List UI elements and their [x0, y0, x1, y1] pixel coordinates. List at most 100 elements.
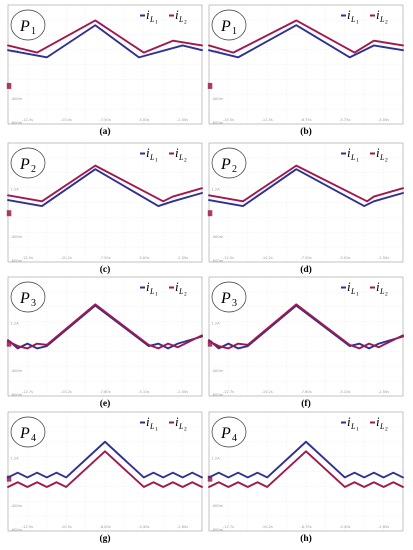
series-iL1-line [208, 168, 404, 208]
x-tick-label: -12.7s [223, 525, 234, 529]
iL2-legend-symbol: i [376, 7, 380, 22]
iL2-legend-index: 2 [184, 427, 187, 433]
iL2-legend-symbol: i [376, 145, 380, 160]
x-tick-label: -7.50s [99, 256, 110, 260]
iL2-legend-symbol: i [376, 414, 380, 429]
y-tick-label: -400m [212, 235, 224, 239]
iL1-legend-symbol: i [146, 414, 150, 429]
y-tick-label: -600m [11, 121, 23, 125]
phase-label-subscript: 3 [31, 298, 36, 309]
phase-label: P [220, 290, 231, 307]
x-tick-label: -10.2s [61, 256, 72, 260]
panel-caption: (f) [301, 399, 311, 409]
x-tick-label: -8.70s [300, 525, 311, 529]
scope-plot: 1.2A-400m-600m-12.5s -10.0s -7.50s -5.00s -2… [6, 4, 203, 125]
iL1-legend-index: 1 [356, 427, 359, 433]
y-tick-label: 1.2A [212, 322, 221, 326]
iL1-legend-index: 1 [155, 427, 158, 433]
y-tick-label: -600m [11, 259, 23, 263]
iL2-legend-index: 2 [385, 20, 388, 26]
series-iL2-line [7, 303, 203, 350]
x-tick-label: -8.00s [99, 525, 110, 529]
x-tick-label: -7.80s [300, 390, 311, 394]
series-iL2-line [7, 164, 203, 203]
x-tick-label: -12.5s [22, 256, 33, 260]
scope-plot: 1.2A -400m -600m-12.5s -10.5s -8.00s -5.40s -2… [6, 411, 203, 532]
phase-label: P [19, 425, 30, 442]
phase-label: P [19, 290, 30, 307]
ground-marker [6, 82, 12, 89]
iL2-legend-subscript: L [379, 287, 385, 296]
phase-label-circle [10, 281, 46, 313]
iL2-legend-symbol: i [376, 279, 380, 294]
phase-label-circle [211, 147, 247, 179]
iL2-legend-subscript: L [178, 422, 184, 431]
x-tick-label: -15.5s [223, 118, 234, 122]
series-iL2-line [208, 19, 404, 54]
series-iL1-line [208, 440, 404, 479]
x-tick-label: -12.5s [22, 118, 33, 122]
iL2-legend-subscript: L [379, 153, 385, 162]
iL1-legend-symbol: i [347, 7, 351, 22]
phase-label-circle [10, 416, 46, 448]
y-tick-label: -400m [11, 504, 23, 508]
x-tick-label: -5.75s [339, 118, 350, 122]
x-tick-label: -12.7s [223, 390, 234, 394]
x-tick-label: -10.0s [61, 118, 72, 122]
ground-marker [207, 475, 213, 482]
series-iL1-line [7, 24, 203, 59]
y-tick-label: -600m [212, 393, 224, 397]
scope-plot: 1.2A -400m -600m-12.5s -10.2s -7.50s -5.00s -2… [6, 142, 203, 263]
panel-caption: (c) [99, 265, 111, 275]
iL2-legend-symbol: i [175, 7, 179, 22]
iL2-legend-index: 2 [184, 292, 187, 298]
phase-label: P [220, 156, 231, 173]
x-tick-label: -8.75s [300, 118, 311, 122]
chart-panel: 1.2A -400m -600m -12.5s -10.2s -7.50s -5.00s -2… [206, 141, 406, 276]
iL1-legend-symbol: i [146, 7, 150, 22]
y-tick-label: 1.2A [212, 457, 221, 461]
panel-caption: (a) [99, 127, 111, 137]
phase-label-circle [211, 416, 247, 448]
iL2-legend-symbol: i [175, 414, 179, 429]
iL2-legend-subscript: L [178, 153, 184, 162]
iL1-legend-symbol: i [347, 145, 351, 160]
x-tick-label: -7.50s [99, 118, 110, 122]
iL2-legend-subscript: L [178, 15, 184, 24]
phase-label-circle [211, 9, 247, 41]
y-tick-label: -400m [11, 97, 23, 101]
x-tick-label: -12.5s [22, 525, 33, 529]
panel-caption: (h) [300, 534, 312, 544]
iL1-legend-subscript: L [149, 15, 155, 24]
x-tick-label: -12.7s [22, 390, 33, 394]
chart-panel: 1.2A -400m -600m -15.5s -11.5s -8.75s -5.75s -3… [206, 3, 406, 138]
phase-label-circle [211, 281, 247, 313]
phase-label-subscript: 2 [232, 164, 237, 175]
iL1-legend-subscript: L [149, 422, 155, 431]
y-tick-label: 1.2A [11, 188, 20, 192]
y-tick-label: -400m [212, 369, 224, 373]
panel-caption: (d) [300, 265, 312, 275]
x-tick-label: -7.50s [300, 256, 311, 260]
scope-plot: 1.2A-400m-600m-15.5s -11.5s -8.75s -5.75s -3… [207, 4, 404, 125]
x-tick-label: -5.10s [138, 390, 149, 394]
iL1-legend-index: 1 [356, 292, 359, 298]
iL2-legend-index: 2 [385, 292, 388, 298]
chart-panel: 1.2A -400m -600m -12.5s -10.0s -7.50s -5.00s -2… [5, 3, 205, 138]
phase-label-subscript: 3 [232, 298, 237, 309]
series-iL1-line [7, 440, 203, 479]
iL1-legend-symbol: i [146, 145, 150, 160]
series-iL2-line [208, 164, 404, 203]
phase-label: P [220, 425, 231, 442]
x-tick-label: -3.00s [378, 118, 389, 122]
chart-panel: 1.2A -400m -600m -12.5s -10.2s -7.50s -5.00s -2… [5, 141, 205, 276]
y-tick-label: -600m [212, 259, 224, 263]
iL1-legend-index: 1 [155, 292, 158, 298]
x-tick-label: -10.2s [61, 390, 72, 394]
x-tick-label: -5.00s [138, 256, 149, 260]
phase-label: P [19, 18, 30, 35]
phase-label-circle [10, 147, 46, 179]
x-tick-label: -11.5s [262, 118, 273, 122]
iL2-legend-index: 2 [385, 158, 388, 164]
series-iL2-line [208, 450, 404, 488]
